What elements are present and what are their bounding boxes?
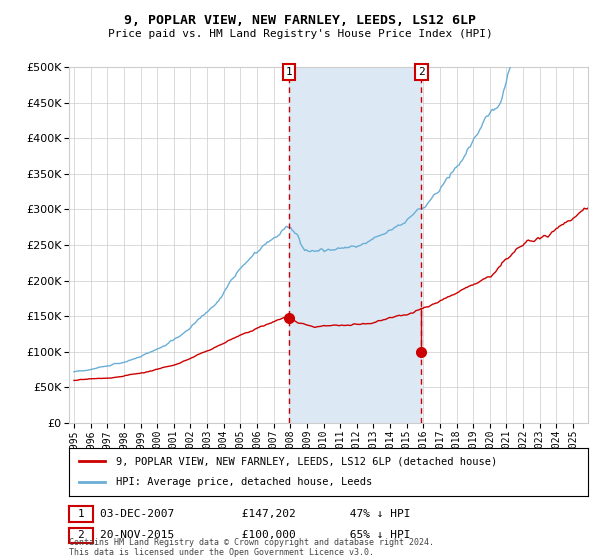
Text: 2: 2: [418, 67, 425, 77]
Text: 9, POPLAR VIEW, NEW FARNLEY, LEEDS, LS12 6LP (detached house): 9, POPLAR VIEW, NEW FARNLEY, LEEDS, LS12…: [116, 456, 497, 466]
Text: 03-DEC-2007          £147,202        47% ↓ HPI: 03-DEC-2007 £147,202 47% ↓ HPI: [100, 509, 410, 519]
Text: Price paid vs. HM Land Registry's House Price Index (HPI): Price paid vs. HM Land Registry's House …: [107, 29, 493, 39]
Text: 2: 2: [77, 530, 85, 540]
Bar: [289, 67, 421, 423]
Text: HPI: Average price, detached house, Leeds: HPI: Average price, detached house, Leed…: [116, 477, 372, 487]
Text: Contains HM Land Registry data © Crown copyright and database right 2024.
This d: Contains HM Land Registry data © Crown c…: [69, 538, 434, 557]
Text: 1: 1: [77, 509, 85, 519]
Text: 1: 1: [286, 67, 292, 77]
Text: 9, POPLAR VIEW, NEW FARNLEY, LEEDS, LS12 6LP: 9, POPLAR VIEW, NEW FARNLEY, LEEDS, LS12…: [124, 14, 476, 27]
Text: 20-NOV-2015          £100,000        65% ↓ HPI: 20-NOV-2015 £100,000 65% ↓ HPI: [100, 530, 410, 540]
